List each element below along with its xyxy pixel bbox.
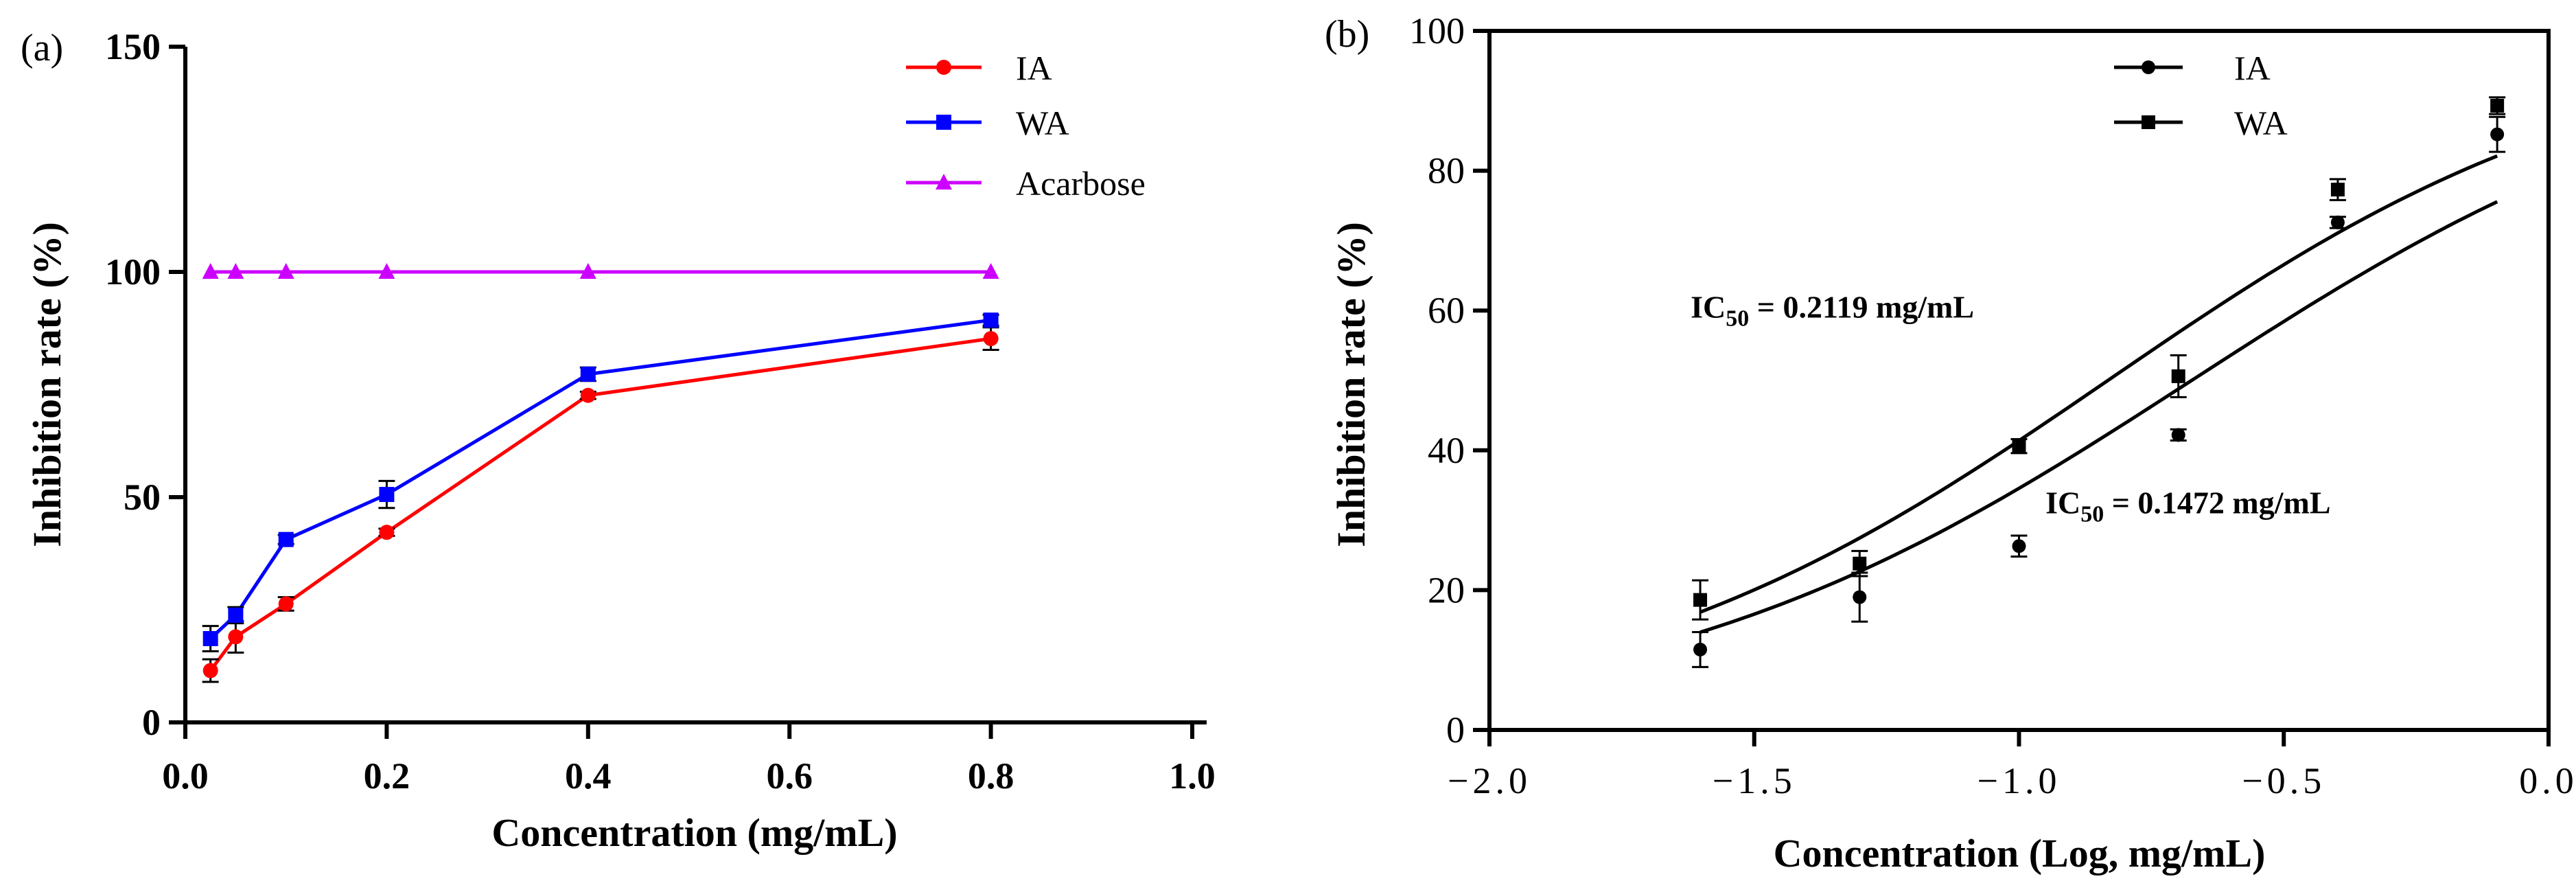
legend-b-ia-label: IA xyxy=(2234,49,2271,87)
panel-a-y-ticks: 0 50 100 150 xyxy=(105,26,185,743)
a-x-tick-label: 0.4 xyxy=(565,755,612,797)
a-point-wa xyxy=(580,366,596,382)
a-x-tick-label: 1.0 xyxy=(1169,755,1216,797)
a-x-tick-label: 0.8 xyxy=(968,755,1014,797)
a-point-wa xyxy=(202,630,218,646)
legend-acarbose-marker xyxy=(936,174,952,190)
a-point-acarbose xyxy=(378,263,395,279)
panel-a-x-axis-title: Concentration (mg/mL) xyxy=(491,810,897,855)
ic50-prefix: IC xyxy=(2045,485,2080,520)
panel-b-legend: IA WA xyxy=(2114,49,2288,142)
a-point-ia xyxy=(580,387,596,403)
b-point-ia xyxy=(2012,539,2026,553)
panel-a-legend: IA WA Acarbose xyxy=(906,49,1146,203)
a-point-acarbose xyxy=(579,263,596,279)
a-point-ia xyxy=(202,663,218,678)
ic50-value: = 0.2119 mg/mL xyxy=(1749,289,1974,324)
a-y-tick-label: 0 xyxy=(142,702,161,743)
b-point-wa xyxy=(2171,369,2185,383)
b-point-ia xyxy=(2330,215,2345,229)
panel-a-label: (a) xyxy=(21,27,63,69)
b-x-tick-label: −1.5 xyxy=(1713,760,1796,801)
b-point-wa xyxy=(2490,98,2505,113)
a-y-tick-label: 50 xyxy=(124,477,161,518)
b-point-wa xyxy=(1693,593,1708,607)
b-x-tick-label: −0.5 xyxy=(2242,760,2325,801)
legend-item-wa: WA xyxy=(906,104,1069,142)
a-point-ia xyxy=(278,596,294,612)
a-point-wa xyxy=(983,312,999,328)
panel-b-frame xyxy=(1487,29,2551,732)
b-y-tick-label: 0 xyxy=(1446,709,1465,751)
panel-b-x-axis-title: Concentration (Log, mg/mL) xyxy=(1774,831,2266,876)
a-y-tick-label: 100 xyxy=(105,251,161,293)
legend-item-wa-b: WA xyxy=(2114,104,2288,142)
ic50-prefix: IC xyxy=(1691,289,1726,324)
b-y-tick-label: 100 xyxy=(1409,10,1465,52)
ic50-value: = 0.1472 mg/mL xyxy=(2104,485,2330,520)
panel-b-plot-area xyxy=(1692,96,2506,668)
b-fit-curve-wa xyxy=(1699,200,2498,634)
panel-b-y-ticks: 0 20 40 60 80 100 xyxy=(1409,10,1489,751)
legend-ia-marker xyxy=(936,60,951,75)
a-y-tick-label: 150 xyxy=(105,26,161,67)
a-point-acarbose xyxy=(982,263,999,279)
b-y-tick-label: 20 xyxy=(1428,569,1465,610)
panel-b-x-ticks: −2.0 −1.5 −1.0 −0.5 0.0 xyxy=(1448,730,2576,801)
b-point-ia xyxy=(1693,642,1708,656)
legend-wa-marker xyxy=(936,115,951,130)
legend-item-ia-b: IA xyxy=(2114,49,2271,87)
legend-b-wa-marker xyxy=(2142,115,2155,129)
a-x-tick-label: 0.0 xyxy=(162,755,209,797)
panel-a-axes xyxy=(183,47,1207,724)
a-series-line-wa xyxy=(209,318,991,640)
b-x-tick-label: −1.0 xyxy=(1977,760,2061,801)
legend-wa-label: WA xyxy=(1016,104,1069,142)
a-point-ia xyxy=(983,331,999,347)
ic50-subscript: 50 xyxy=(2080,501,2104,527)
a-point-acarbose xyxy=(277,263,294,279)
legend-ia-label: IA xyxy=(1016,49,1052,87)
panel-b-label: (b) xyxy=(1325,13,1369,56)
legend-item-acarbose: Acarbose xyxy=(906,164,1146,203)
a-point-wa xyxy=(278,531,294,547)
b-y-tick-label: 80 xyxy=(1428,150,1465,192)
panel-a-plot-area xyxy=(202,263,999,683)
panel-b-axes xyxy=(1487,29,2551,732)
b-ic50-annotation: IC50 = 0.1472 mg/mL xyxy=(2045,485,2330,527)
b-y-tick-label: 40 xyxy=(1428,430,1465,471)
a-point-acarbose xyxy=(227,263,244,279)
b-fit-curve-ia xyxy=(1699,154,2498,614)
ic50-subscript: 50 xyxy=(1726,306,1749,331)
b-point-ia xyxy=(2490,127,2505,141)
b-y-tick-label: 60 xyxy=(1428,290,1465,331)
b-x-tick-label: −2.0 xyxy=(1448,760,1531,801)
b-ic50-annotation: IC50 = 0.2119 mg/mL xyxy=(1691,289,1974,331)
legend-b-ia-marker xyxy=(2142,60,2155,74)
panel-a-x-ticks: 0.0 0.2 0.4 0.6 0.8 1.0 xyxy=(162,722,1216,797)
b-point-wa xyxy=(1853,556,1867,571)
legend-item-ia: IA xyxy=(906,49,1052,87)
legend-b-wa-label: WA xyxy=(2234,104,2288,142)
panel-b-chart: (b) 0 20 40 60 80 100 −2.0 −1.5 −1.0 −0.5 0.0 Con… xyxy=(1325,10,2576,876)
a-point-ia xyxy=(379,525,395,540)
panel-a-y-axis-title: Inhibition rate (%) xyxy=(25,222,69,547)
b-point-wa xyxy=(2012,439,2026,453)
panel-a-chart: (a) 0 50 100 150 0.0 0.2 0.4 0.6 0.8 1.0 Concent… xyxy=(21,26,1216,855)
b-x-tick-label: 0.0 xyxy=(2519,760,2576,801)
a-x-tick-label: 0.6 xyxy=(766,755,813,797)
b-point-wa xyxy=(2330,183,2345,197)
a-x-tick-label: 0.2 xyxy=(364,755,410,797)
panel-b-y-axis-title: Inhibition rate (%) xyxy=(1329,222,1373,547)
b-point-ia xyxy=(2171,428,2185,442)
a-point-acarbose xyxy=(202,263,219,279)
b-point-ia xyxy=(1853,590,1867,604)
a-point-wa xyxy=(379,487,395,503)
a-point-wa xyxy=(228,607,244,623)
a-series-line-ia xyxy=(209,336,991,672)
legend-acarbose-label: Acarbose xyxy=(1016,164,1146,203)
a-point-ia xyxy=(228,629,244,645)
